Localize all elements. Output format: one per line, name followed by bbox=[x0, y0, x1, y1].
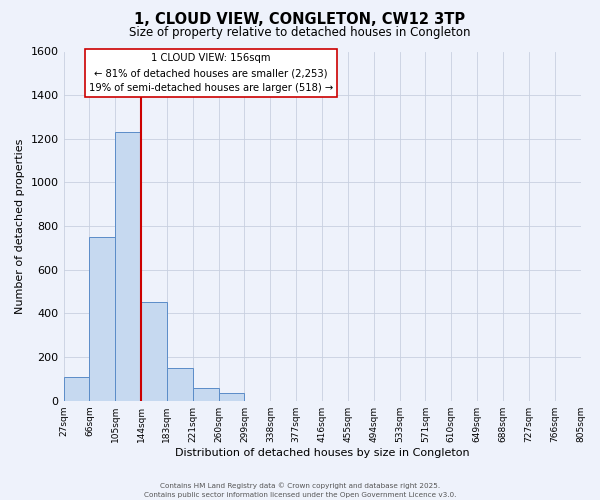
Bar bbox=[218, 393, 244, 400]
Bar bbox=[64, 376, 89, 400]
Text: Size of property relative to detached houses in Congleton: Size of property relative to detached ho… bbox=[129, 26, 471, 39]
Text: 1 CLOUD VIEW: 156sqm
← 81% of detached houses are smaller (2,253)
19% of semi-de: 1 CLOUD VIEW: 156sqm ← 81% of detached h… bbox=[89, 53, 333, 93]
Bar bbox=[167, 368, 193, 400]
Bar bbox=[89, 237, 115, 400]
Bar bbox=[141, 302, 167, 400]
Text: Contains HM Land Registry data © Crown copyright and database right 2025.: Contains HM Land Registry data © Crown c… bbox=[160, 482, 440, 489]
Bar bbox=[193, 388, 218, 400]
Y-axis label: Number of detached properties: Number of detached properties bbox=[15, 138, 25, 314]
Bar bbox=[115, 132, 141, 400]
Text: Contains public sector information licensed under the Open Government Licence v3: Contains public sector information licen… bbox=[144, 492, 456, 498]
Text: 1, CLOUD VIEW, CONGLETON, CW12 3TP: 1, CLOUD VIEW, CONGLETON, CW12 3TP bbox=[134, 12, 466, 28]
X-axis label: Distribution of detached houses by size in Congleton: Distribution of detached houses by size … bbox=[175, 448, 469, 458]
